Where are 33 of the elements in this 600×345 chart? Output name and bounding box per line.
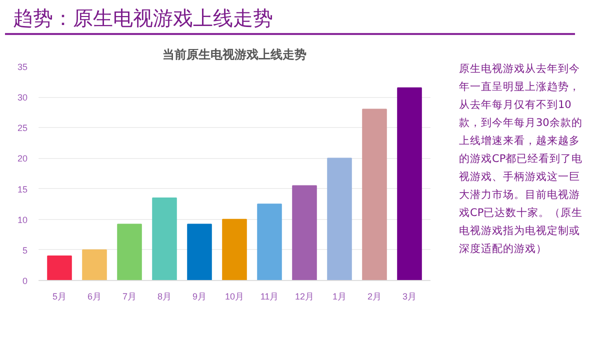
y-tick-label: 35 <box>17 62 28 72</box>
x-tick-label: 5月 <box>52 292 67 302</box>
bar <box>187 224 212 280</box>
bar <box>222 218 247 280</box>
bar <box>327 158 352 280</box>
bar <box>47 256 72 280</box>
y-tick-label: 30 <box>17 92 28 103</box>
bar <box>82 249 107 280</box>
x-tick-label: 3月 <box>402 292 417 302</box>
bar <box>292 185 317 280</box>
y-tick-label: 15 <box>17 184 28 194</box>
x-tick-label: 11月 <box>260 292 279 302</box>
x-tick-label: 2月 <box>367 292 382 302</box>
bar <box>117 224 142 280</box>
x-tick-label: 10月 <box>224 292 244 302</box>
y-tick-label: 5 <box>22 245 28 256</box>
text: 原生电视游戏从去年到今年一直呈明显上涨趋势，从去年每月仅有不到10款，到今年每月30余款的上线增速来看，越来越多的游戏CP都已经看到了电视游戏、手柄游戏这一巨大潜力市场。目前电视游戏CP已达数十家。（原生电视游戏指为电视定制或深度适配的游戏） <box>459 63 583 255</box>
bar <box>257 204 282 280</box>
chart-subtitle: 当前原生电视游戏上线走势 <box>162 48 306 62</box>
chart-title: 趋势：原生电视游戏上线走势 <box>13 7 273 32</box>
bar <box>152 197 177 280</box>
y-tick-label: 20 <box>17 154 28 164</box>
x-tick-label: 1月 <box>332 292 347 302</box>
x-tick-label: 8月 <box>157 292 172 302</box>
y-tick-label: 10 <box>17 214 28 225</box>
x-tick-label: 12月 <box>294 292 314 302</box>
bar <box>362 108 387 280</box>
x-tick-label: 9月 <box>192 292 207 302</box>
y-tick-label: 25 <box>17 123 28 134</box>
x-tick-label: 7月 <box>122 292 137 302</box>
bar <box>397 87 422 280</box>
x-tick-label: 6月 <box>87 292 102 302</box>
y-tick-label: 0 <box>22 276 28 286</box>
